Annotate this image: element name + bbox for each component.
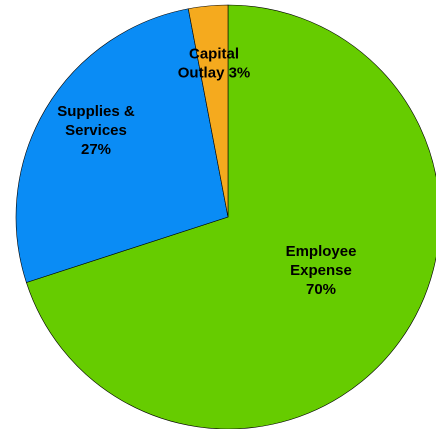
pie-label-line: Outlay 3%	[178, 65, 251, 82]
pie-label-line: Expense	[290, 262, 352, 279]
pie-label-line: Capital	[189, 46, 239, 63]
pie-slice-supplies-services	[15, 8, 229, 283]
pie-label-line: 27%	[81, 141, 111, 158]
pie-label-employee-expense: Employee Expense 70%	[286, 243, 357, 298]
pie-slice-capital-outlay	[187, 4, 229, 218]
pie-labels: Employee Expense 70% Supplies & Services 27% C…	[57, 46, 356, 299]
pie-label-capital-outlay: Capital Outlay 3%	[178, 46, 251, 82]
pie-label-supplies-services: Supplies & Services 27%	[57, 103, 135, 158]
pie-label-line: Employee	[286, 243, 357, 260]
pie-slice-employee-expense	[26, 4, 436, 429]
pie-label-line: 70%	[306, 281, 336, 298]
pie-label-line: Supplies &	[57, 103, 135, 120]
pie-label-line: Services	[65, 122, 127, 139]
pie-slices	[15, 4, 436, 429]
